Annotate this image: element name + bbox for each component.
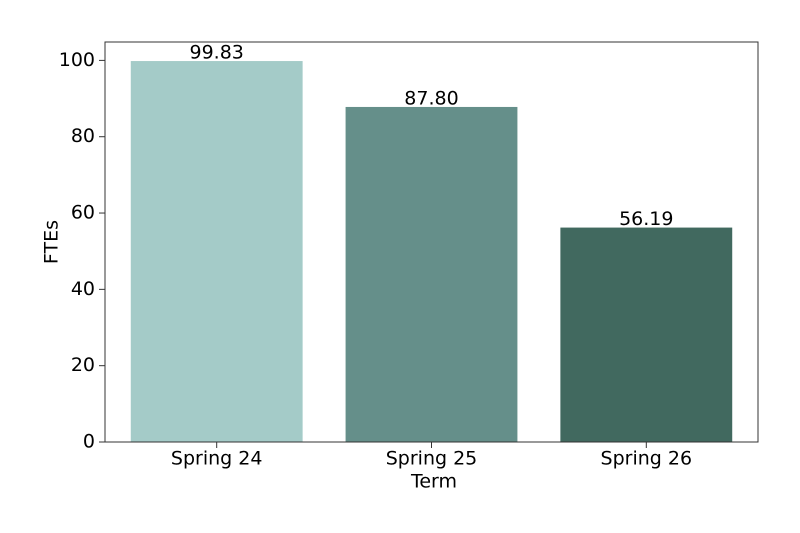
value-label: 87.80 — [404, 87, 458, 109]
y-axis-title: FTEs — [41, 220, 63, 264]
plot-frame — [104, 41, 759, 443]
bar — [130, 61, 303, 442]
y-tick-label: 60 — [71, 202, 95, 224]
y-tick-label: 20 — [71, 354, 95, 376]
value-label: 56.19 — [619, 208, 673, 230]
x-tick-label: Spring 25 — [386, 448, 478, 470]
x-tick-label: Spring 26 — [601, 448, 693, 470]
bar — [560, 227, 733, 442]
y-tick-label: 100 — [59, 49, 95, 71]
x-axis-title: Term — [410, 471, 457, 493]
y-tick-label: 80 — [71, 125, 95, 147]
value-label: 99.83 — [189, 42, 243, 64]
x-tick-label: Spring 24 — [171, 448, 263, 470]
y-tick-label: 0 — [83, 431, 95, 453]
y-tick-label: 40 — [71, 278, 95, 300]
bar — [345, 106, 518, 443]
